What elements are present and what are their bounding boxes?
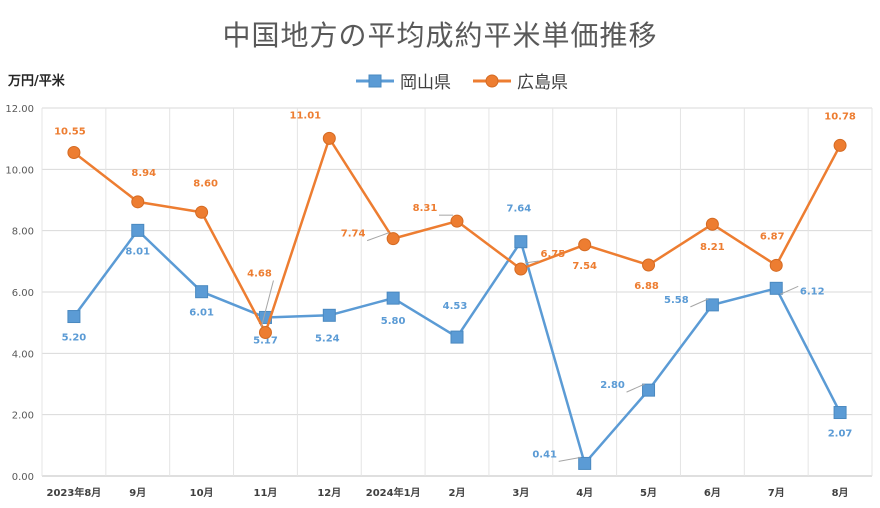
data-point-okayama (769, 281, 783, 295)
data-point-hiroshima (322, 131, 336, 145)
data-label-okayama: 0.41 (532, 449, 557, 460)
data-label-okayama: 8.01 (125, 246, 150, 257)
data-label-hiroshima: 7.54 (572, 261, 597, 272)
data-point-okayama (450, 330, 464, 344)
data-point-hiroshima (131, 195, 145, 209)
data-label-hiroshima: 6.87 (760, 231, 785, 242)
data-label-okayama: 7.64 (507, 204, 532, 215)
data-point-okayama (322, 308, 336, 322)
legend-item-okayama: 岡山県 (356, 68, 451, 93)
y-tick-label: 6.00 (12, 288, 34, 299)
data-point-okayama (514, 235, 528, 249)
data-label-leader (626, 383, 645, 393)
x-tick-label: 11月 (254, 487, 278, 499)
x-tick-label: 7月 (768, 487, 785, 499)
data-point-okayama (67, 310, 81, 324)
y-tick-label: 2.00 (12, 411, 34, 422)
legend-item-hiroshima: 広島県 (473, 68, 568, 93)
data-label-leader (690, 298, 709, 308)
data-label-hiroshima: 8.31 (413, 203, 438, 214)
x-tick-label: 2月 (449, 487, 466, 499)
data-point-okayama (195, 285, 209, 299)
data-label-hiroshima: 10.55 (54, 126, 86, 137)
x-tick-label: 2023年8月 (47, 486, 102, 499)
data-label-okayama: 2.80 (600, 380, 625, 391)
y-tick-label: 8.00 (12, 227, 34, 238)
data-label-hiroshima: 6.88 (634, 281, 659, 292)
legend-swatch-hiroshima (473, 74, 511, 87)
data-point-hiroshima (514, 262, 528, 276)
data-point-hiroshima (642, 258, 656, 272)
data-label-hiroshima: 4.68 (247, 268, 272, 279)
data-label-hiroshima: 8.21 (700, 242, 725, 253)
x-tick-label: 5月 (640, 487, 657, 499)
data-point-hiroshima (258, 325, 272, 339)
data-label-hiroshima: 8.94 (131, 168, 156, 179)
x-tick-label: 6月 (704, 487, 721, 499)
data-point-hiroshima (386, 232, 400, 246)
data-label-hiroshima: 7.74 (341, 229, 366, 240)
data-point-hiroshima (195, 205, 209, 219)
x-tick-label: 10月 (190, 487, 214, 499)
x-tick-label: 4月 (576, 487, 593, 499)
data-label-hiroshima: 8.60 (193, 178, 218, 189)
legend-label-okayama: 岡山県 (400, 73, 451, 93)
chart-title: 中国地方の平均成約平米単価推移 (222, 19, 658, 52)
x-tick-label: 3月 (512, 487, 529, 499)
data-point-okayama (705, 298, 719, 312)
data-point-hiroshima (67, 145, 81, 159)
data-label-hiroshima: 6.75 (541, 249, 566, 260)
data-label-okayama: 5.24 (315, 333, 340, 344)
data-label-okayama: 5.20 (62, 333, 87, 344)
y-tick-label: 10.00 (5, 165, 34, 176)
data-point-hiroshima (450, 214, 464, 228)
x-tick-label: 8月 (832, 487, 849, 499)
data-label-leader (366, 232, 390, 242)
legend-swatch-okayama (356, 74, 394, 87)
data-point-okayama (642, 383, 656, 397)
data-point-hiroshima (769, 258, 783, 272)
y-tick-label: 4.00 (12, 349, 34, 360)
data-label-hiroshima: 11.01 (289, 110, 321, 121)
data-label-leader (780, 285, 799, 295)
x-tick-label: 12月 (317, 487, 341, 499)
data-label-leader (260, 280, 274, 327)
data-label-okayama: 2.07 (828, 429, 853, 440)
data-label-okayama: 6.01 (189, 308, 214, 319)
data-label-leader (558, 456, 581, 462)
data-label-okayama: 6.12 (800, 286, 825, 297)
x-tick-label: 2024年1月 (366, 486, 421, 499)
data-label-leader (524, 260, 539, 264)
series-line-okayama (72, 229, 842, 465)
data-label-okayama: 5.17 (253, 335, 278, 346)
y-tick-label: 12.00 (5, 104, 34, 115)
data-point-hiroshima (578, 238, 592, 252)
data-label-okayama: 5.80 (381, 316, 406, 327)
y-axis-unit-label: 万円/平米 (8, 74, 65, 89)
data-point-okayama (833, 406, 847, 420)
data-point-okayama (386, 291, 400, 305)
data-label-okayama: 5.58 (664, 295, 689, 306)
x-tick-label: 9月 (129, 487, 146, 499)
legend-label-hiroshima: 広島県 (517, 73, 568, 93)
data-point-hiroshima (833, 138, 847, 152)
data-label-okayama: 4.53 (443, 301, 468, 312)
data-point-hiroshima (705, 217, 719, 231)
data-label-hiroshima: 10.78 (824, 111, 856, 122)
legend: 岡山県 広島県 (356, 68, 568, 93)
data-point-okayama (131, 223, 145, 237)
data-point-okayama (578, 456, 592, 470)
y-tick-label: 0.00 (12, 472, 34, 483)
